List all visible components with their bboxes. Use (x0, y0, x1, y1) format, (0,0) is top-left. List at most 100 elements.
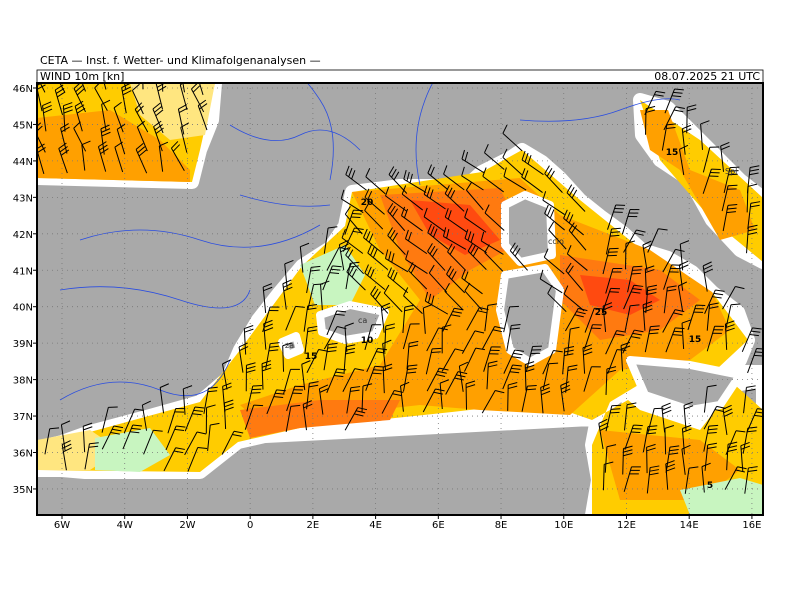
barb-feather (546, 168, 553, 177)
barb-feather (464, 282, 471, 292)
barb-shaft (246, 385, 254, 412)
barb-shaft (338, 244, 345, 271)
barb-feather (101, 99, 111, 105)
barb-feather (632, 265, 643, 268)
wind-barb (584, 324, 602, 350)
wind-barb (382, 339, 392, 370)
barb-feather (75, 104, 85, 111)
barb-shaft (746, 227, 749, 254)
barb-shaft (661, 406, 666, 433)
wind-barb (346, 386, 361, 414)
lat-tick-label: 38N (13, 376, 33, 387)
barb-feather (197, 446, 208, 449)
barb-shaft (54, 89, 64, 116)
wind-barb (746, 224, 758, 254)
barb-feather (444, 208, 449, 218)
barb-feather (649, 472, 659, 476)
barb-shaft (425, 348, 433, 375)
contour-label: 5 (707, 481, 713, 491)
barb-shaft (443, 173, 465, 191)
barb-shaft (463, 347, 477, 372)
barb-feather (432, 248, 438, 258)
barb-feather (747, 228, 758, 232)
wind-barb (170, 141, 185, 171)
barb-shaft (203, 388, 209, 414)
barb-feather (432, 228, 438, 238)
wind-barb (382, 363, 393, 394)
barb-feather (348, 266, 355, 275)
wind-barb (684, 466, 699, 494)
barb-feather (606, 444, 617, 448)
wind-speed-field (37, 83, 763, 515)
wind-barb (326, 310, 347, 336)
barb-shaft (405, 258, 428, 274)
wind-barb (544, 165, 563, 193)
barb-shaft (584, 324, 593, 350)
barb-shaft (502, 364, 514, 390)
barb-shaft (722, 286, 736, 310)
barb-feather (112, 428, 122, 432)
barb-feather (488, 364, 498, 368)
barb-shaft (42, 105, 47, 132)
barb-shaft (408, 270, 428, 290)
barb-feather (461, 269, 466, 279)
barb-feather (382, 339, 392, 345)
barb-shaft (665, 447, 671, 473)
barb-feather (340, 189, 345, 199)
wind-barb (661, 123, 677, 151)
wind-barb (367, 244, 389, 271)
barb-shaft (484, 305, 489, 332)
barb-feather (729, 166, 740, 169)
wind-barb (465, 380, 476, 410)
barb-shaft (444, 216, 467, 233)
wind-barb (442, 307, 464, 332)
barb-feather (430, 166, 435, 176)
barb-feather (197, 99, 207, 106)
barb-shaft (401, 193, 424, 211)
barb-shaft (282, 283, 287, 310)
wind-barb (661, 402, 672, 433)
barb-feather (347, 249, 354, 258)
wind-barb (243, 325, 254, 355)
barb-shaft (444, 291, 464, 311)
barb-feather (626, 406, 637, 409)
barb-shaft (481, 390, 496, 414)
barb-feather (647, 428, 657, 431)
barb-feather (98, 141, 107, 148)
barb-feather (263, 286, 273, 292)
barb-feather (88, 445, 99, 448)
barb-shaft (544, 173, 563, 193)
contour-label: 15 (305, 352, 318, 362)
barb-shaft (163, 447, 177, 472)
wind-barb (302, 400, 313, 431)
barb-feather (429, 189, 434, 199)
barb-shaft (344, 209, 354, 235)
barb-feather (665, 463, 676, 468)
barb-feather (682, 128, 692, 133)
wind-barb (645, 284, 658, 314)
barb-feather (392, 208, 399, 217)
barb-shaft (687, 305, 697, 331)
wind-barb (740, 441, 751, 472)
wind-barb (721, 184, 738, 212)
wind-barb (425, 347, 442, 375)
barb-feather (261, 360, 272, 365)
barb-shaft (564, 308, 579, 332)
barb-feather (409, 173, 413, 184)
wind-barb (566, 184, 586, 212)
wind-barb (134, 102, 149, 133)
barb-feather (487, 303, 498, 306)
barb-feather (729, 170, 739, 172)
barb-shaft (703, 406, 718, 430)
wind-barb (484, 303, 498, 332)
barb-shaft (700, 123, 703, 150)
barb-shaft (403, 178, 427, 193)
barb-feather (750, 201, 761, 204)
barb-feather (372, 248, 378, 258)
barb-feather (135, 142, 144, 150)
barb-feather (210, 422, 220, 426)
wind-barb (605, 330, 626, 355)
barb-feather (58, 142, 67, 149)
barb-shaft (285, 306, 296, 331)
barb-feather (309, 381, 319, 384)
